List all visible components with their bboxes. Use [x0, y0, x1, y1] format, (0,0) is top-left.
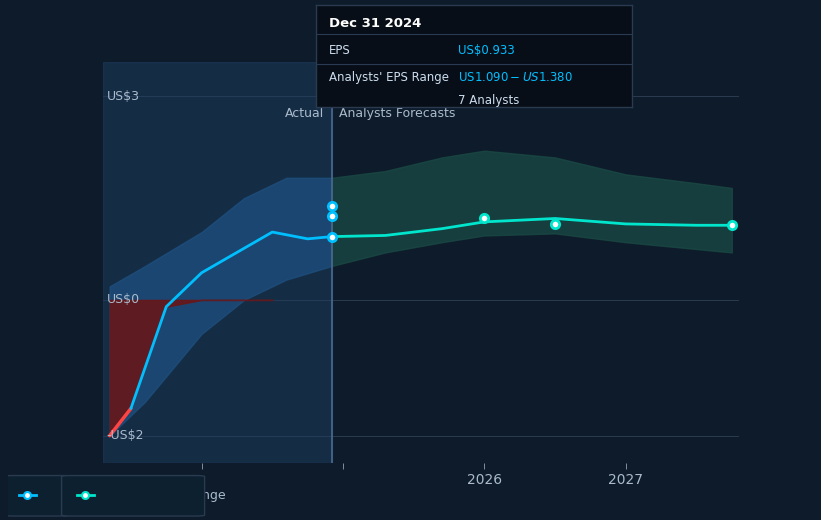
- Text: 7 Analysts: 7 Analysts: [458, 95, 520, 108]
- Text: EPS: EPS: [40, 489, 63, 502]
- Text: US$0: US$0: [107, 293, 140, 306]
- Text: Dec 31 2024: Dec 31 2024: [328, 17, 421, 30]
- Text: US$1.090 - US$1.380: US$1.090 - US$1.380: [458, 71, 573, 84]
- Text: Actual: Actual: [286, 107, 324, 120]
- Text: Analysts Forecasts: Analysts Forecasts: [339, 107, 455, 120]
- Text: US$3: US$3: [107, 90, 140, 103]
- Bar: [103, 62, 332, 463]
- Text: Analysts' EPS Range: Analysts' EPS Range: [98, 489, 226, 502]
- FancyBboxPatch shape: [4, 475, 70, 516]
- Text: Analysts' EPS Range: Analysts' EPS Range: [328, 71, 449, 84]
- FancyBboxPatch shape: [62, 475, 204, 516]
- Text: US$0.933: US$0.933: [458, 44, 515, 57]
- Text: -US$2: -US$2: [107, 429, 144, 442]
- Text: EPS: EPS: [328, 44, 351, 57]
